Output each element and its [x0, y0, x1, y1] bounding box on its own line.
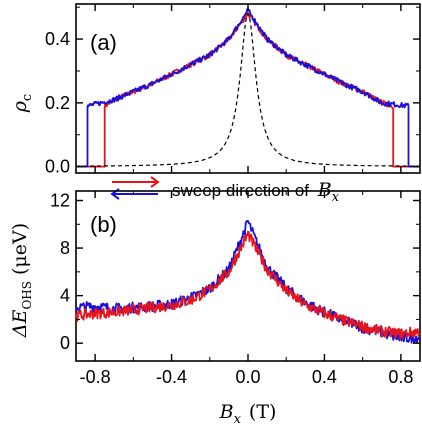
x-axis-label: Bx (T)	[219, 401, 277, 427]
panel-a-ylabel: ρc	[9, 94, 35, 113]
y-tick-label: 0.0	[45, 157, 70, 177]
panel-a-label: (a)	[90, 30, 117, 55]
y-tick-label: 4	[60, 286, 70, 306]
x-tick-label: -0.4	[156, 367, 187, 387]
panel-a-frame	[75, 3, 421, 174]
panel-a-series	[75, 7, 421, 168]
panel-b-ticks: -0.8 -0.4 0.0 0.4 0.8 0 4 8 12	[50, 191, 420, 387]
panel-b-series	[75, 219, 421, 344]
series-blue-line	[75, 219, 421, 344]
y-tick-label: 0.2	[45, 93, 70, 113]
x-tick-label: 0.4	[312, 367, 337, 387]
panel-a: 0.0 0.2 0.4 (a) ρc	[9, 3, 421, 177]
x-tick-label: 0.8	[388, 367, 413, 387]
panel-b-ylabel: ΔEOHS(μeV)	[9, 223, 34, 338]
panel-b-frame	[75, 190, 421, 362]
y-tick-label: 12	[50, 191, 70, 211]
x-tick-label: 0.0	[235, 367, 260, 387]
x-tick-label: -0.8	[80, 367, 111, 387]
legend-red-arrow	[112, 176, 160, 188]
series-blue-line	[75, 7, 421, 168]
panel-b: -0.8 -0.4 0.0 0.4 0.8 0 4 8 12 (b) ΔEOHS(μeV)	[9, 190, 421, 387]
series-dashed-line	[75, 13, 421, 167]
series-red-line	[75, 11, 421, 168]
panel-a-ticks: 0.0 0.2 0.4	[45, 4, 420, 177]
y-tick-label: 8	[60, 238, 70, 258]
series-red-line	[75, 230, 421, 340]
y-tick-label: 0	[60, 333, 70, 353]
y-tick-label: 0.4	[45, 29, 70, 49]
panel-b-label: (b)	[90, 212, 117, 237]
legend-text: sweep direction of Bx	[172, 179, 340, 205]
